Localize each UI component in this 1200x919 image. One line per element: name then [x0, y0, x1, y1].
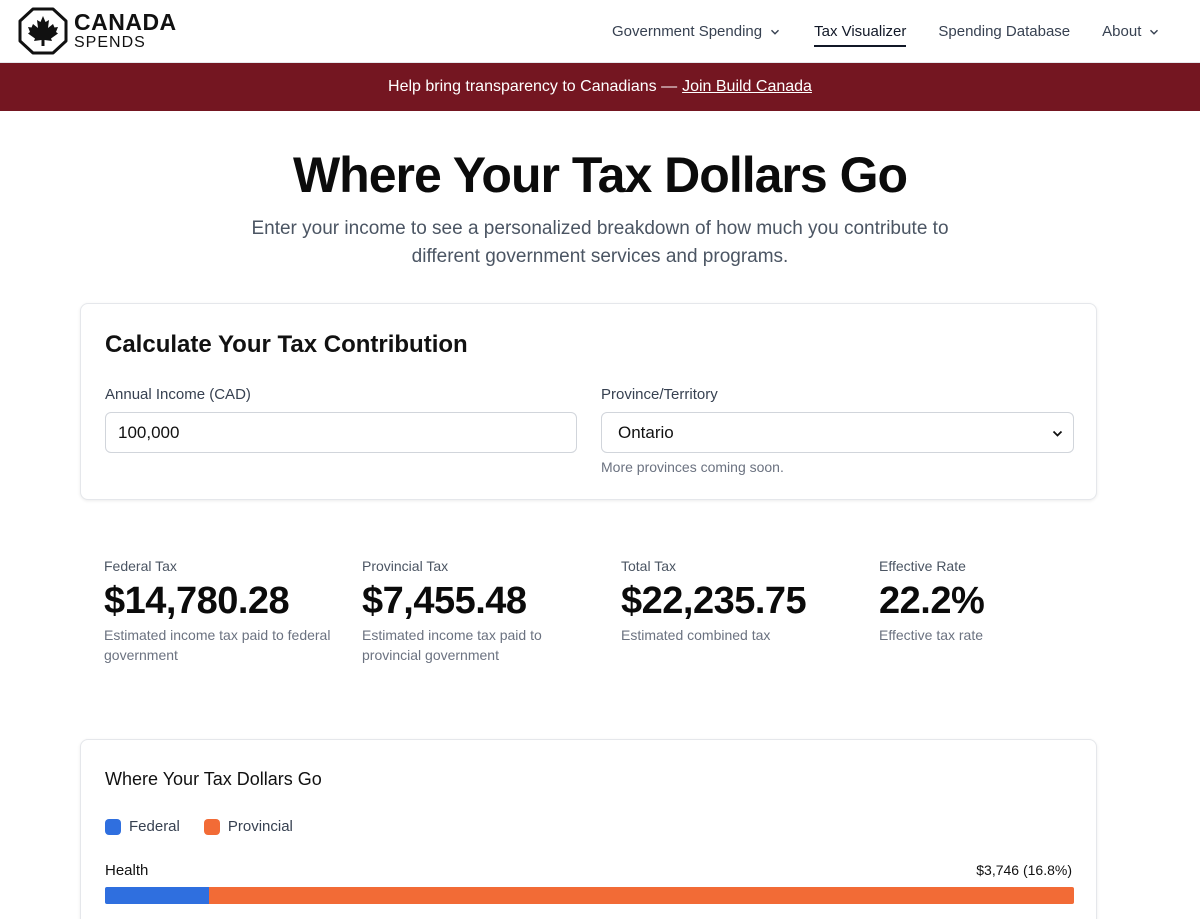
stat-effective-rate: Effective Rate 22.2% Effective tax rate: [879, 558, 1109, 645]
stat-description: Estimated income tax paid to provincial …: [362, 627, 542, 663]
nav-about-label: About: [1102, 23, 1142, 40]
stat-label: Total Tax: [621, 558, 676, 574]
province-selected-value: Ontario: [618, 422, 674, 442]
nav-about[interactable]: About: [1102, 0, 1159, 63]
legend-swatch-federal: [105, 818, 121, 835]
breakdown-card: Where Your Tax Dollars Go Federal Provin…: [80, 739, 1097, 919]
nav-government-spending-label: Government Spending: [612, 23, 763, 40]
logo-text: CANADA SPENDS: [74, 11, 177, 51]
category-bar-health[interactable]: [105, 887, 1074, 904]
logo[interactable]: CANADA SPENDS: [18, 7, 177, 55]
site-header: CANADA SPENDS Government Spending Tax Vi…: [0, 0, 1200, 63]
stat-description: Estimated combined tax: [621, 627, 771, 643]
logo-line2: SPENDS: [74, 34, 146, 51]
income-input[interactable]: [105, 412, 577, 453]
chevron-down-icon: [771, 29, 780, 35]
province-label: Province/Territory: [601, 386, 718, 403]
stat-value: $14,780.28: [104, 580, 290, 622]
stat-description: Effective tax rate: [879, 627, 984, 643]
nav-tax-visualizer[interactable]: Tax Visualizer: [814, 0, 907, 63]
nav-government-spending[interactable]: Government Spending: [612, 0, 780, 63]
join-build-canada-link[interactable]: Join Build Canada: [682, 78, 812, 95]
nav-spending-database-label: Spending Database: [938, 23, 1071, 40]
category-label-health: Health: [105, 862, 149, 879]
stat-provincial-tax: Provincial Tax $7,455.48 Estimated incom…: [362, 558, 592, 665]
legend-label-provincial: Provincial: [227, 818, 293, 835]
stat-total-tax: Total Tax $22,235.75 Estimated combined …: [621, 558, 851, 645]
legend-item-federal: Federal: [105, 818, 180, 835]
stat-value: $22,235.75: [621, 580, 807, 622]
province-note: More provinces coming soon.: [601, 459, 784, 475]
legend-label-federal: Federal: [129, 818, 180, 835]
breakdown-title: Where Your Tax Dollars Go: [105, 769, 322, 789]
logo-line1: CANADA: [74, 9, 177, 35]
page-title: Where Your Tax Dollars Go: [292, 147, 908, 203]
category-value-health: $3,746 (16.8%): [976, 862, 1072, 878]
chevron-down-icon: [1150, 29, 1159, 35]
nav-spending-database[interactable]: Spending Database: [938, 0, 1070, 63]
nav-tax-visualizer-label: Tax Visualizer: [814, 23, 907, 40]
chevron-down-icon: [1052, 430, 1063, 437]
maple-leaf-logo-icon: [18, 7, 68, 55]
announcement-banner: Help bring transparency to Canadians — J…: [0, 63, 1200, 111]
banner-text: Help bring transparency to Canadians —: [388, 78, 678, 95]
legend-item-provincial: Provincial: [203, 818, 293, 835]
income-label: Annual Income (CAD): [105, 386, 251, 403]
province-select[interactable]: Ontario: [601, 412, 1074, 453]
stat-value: $7,455.48: [362, 580, 527, 622]
legend: Federal Provincial: [105, 818, 317, 835]
bar-segment-federal: [105, 887, 209, 904]
stat-label: Provincial Tax: [362, 558, 449, 574]
calculator-card: Calculate Your Tax Contribution Annual I…: [80, 303, 1097, 500]
calculator-title: Calculate Your Tax Contribution: [105, 331, 468, 358]
bar-segment-provincial: [208, 887, 1074, 904]
stat-label: Federal Tax: [104, 558, 177, 574]
page-subtitle: Enter your income to see a personalized …: [251, 218, 949, 267]
stat-label: Effective Rate: [879, 558, 966, 574]
stat-value: 22.2%: [879, 580, 985, 622]
main-nav: Government Spending Tax Visualizer Spend…: [612, 0, 1159, 63]
legend-swatch-provincial: [203, 818, 220, 835]
stat-description: Estimated income tax paid to federal gov…: [104, 627, 331, 663]
stat-federal-tax: Federal Tax $14,780.28 Estimated income …: [104, 558, 334, 665]
